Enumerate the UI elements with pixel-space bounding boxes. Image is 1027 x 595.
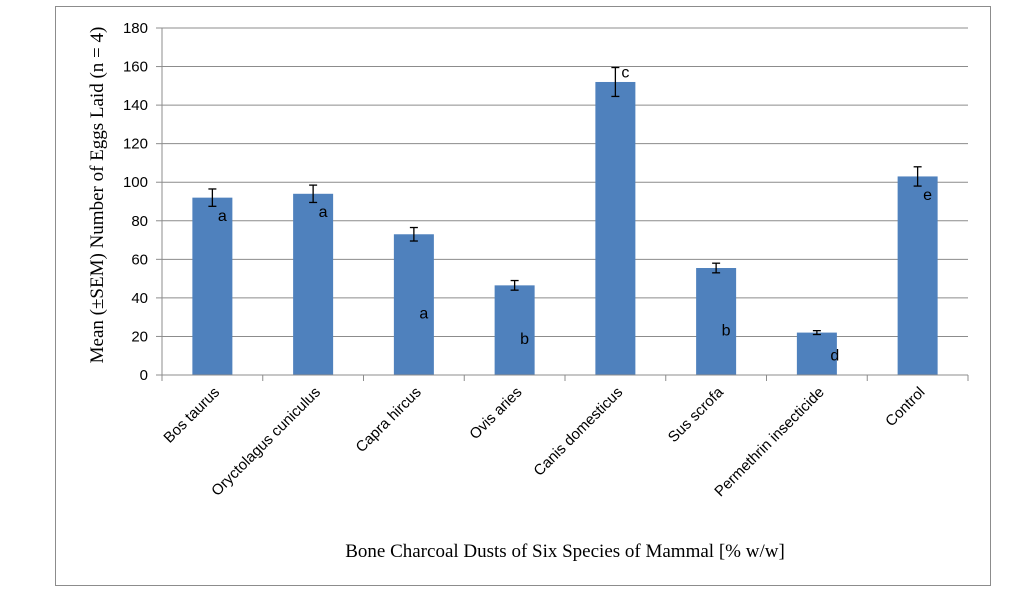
x-tick-label: Sus scrofa xyxy=(665,383,728,446)
x-tick-label: Permethrin insecticide xyxy=(711,384,827,500)
y-tick-label: 20 xyxy=(131,328,148,345)
y-tick-label: 80 xyxy=(131,213,148,230)
x-tick-label: Oryctolagus cuniculus xyxy=(208,384,324,500)
significance-letter: a xyxy=(319,204,328,221)
y-tick-label: 140 xyxy=(123,97,148,114)
x-tick-label: Ovis aries xyxy=(466,384,525,443)
y-tick-label: 120 xyxy=(123,136,148,153)
x-axis-title: Bone Charcoal Dusts of Six Species of Ma… xyxy=(345,541,785,562)
bar xyxy=(393,234,434,375)
significance-letter: b xyxy=(520,331,529,348)
gridlines xyxy=(162,27,968,337)
significance-letter: c xyxy=(621,65,629,82)
y-tick-label: 0 xyxy=(140,367,148,384)
y-tick-label: 40 xyxy=(131,290,148,307)
significance-letter: d xyxy=(830,348,839,365)
y-tick-label: 180 xyxy=(123,20,148,37)
y-tick-label: 160 xyxy=(123,59,148,76)
bar xyxy=(897,176,938,375)
x-tick-label: Bos taurus xyxy=(160,384,223,447)
error-bars xyxy=(208,66,922,336)
x-tick-label: Control xyxy=(882,384,928,430)
significance-letter: e xyxy=(923,187,932,204)
y-tick-label: 60 xyxy=(131,251,148,268)
bar xyxy=(192,197,233,375)
bar xyxy=(696,268,737,375)
axes xyxy=(156,27,969,381)
bar xyxy=(595,81,636,375)
y-tick-label: 100 xyxy=(123,174,148,191)
significance-letter: b xyxy=(722,323,731,340)
significance-letter: a xyxy=(218,208,227,225)
y-axis-title: Mean (±SEM) Number of Eggs Laid (n = 4) xyxy=(87,27,108,364)
y-tick-labels: 0 20 40 60 80 100 120 140 160 180 xyxy=(123,20,148,384)
x-tick-label: Capra hircus xyxy=(353,384,425,456)
bar xyxy=(796,332,837,375)
bar xyxy=(293,193,334,375)
significance-letter: a xyxy=(419,306,428,323)
bars xyxy=(192,81,938,375)
x-tick-label: Canis domesticus xyxy=(530,384,626,480)
significance-letters: a a a b c b d e xyxy=(218,65,932,365)
bar xyxy=(494,285,535,375)
